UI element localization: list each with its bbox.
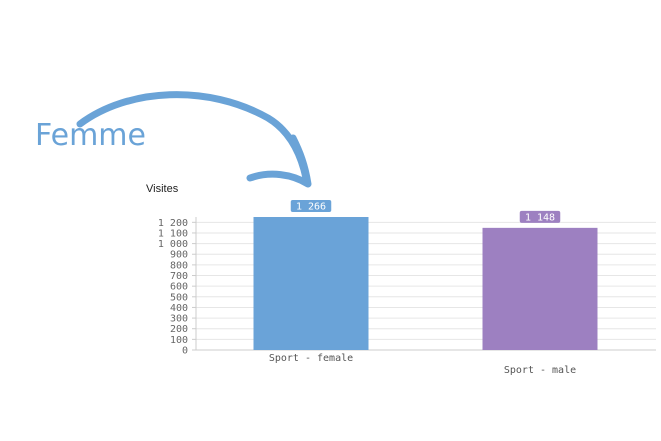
x-category-label: Sport - female [269, 353, 353, 364]
annotation-arrow [76, 91, 312, 188]
y-tick-label: 900 [170, 250, 188, 261]
y-tick-label: 100 [170, 335, 188, 346]
y-tick-label: 500 [170, 292, 188, 303]
bar-sport-male [482, 227, 598, 350]
y-axis-title: Visites [146, 183, 179, 195]
arrow-head [246, 134, 312, 188]
y-tick-label: 1 100 [158, 228, 188, 239]
data-label: 1 266 [296, 202, 326, 213]
y-tick-label: 1 000 [158, 239, 188, 250]
x-axis-labels: Sport - female Sport - male [269, 353, 576, 376]
data-label-badge [290, 200, 332, 212]
bar-sport-female [253, 217, 369, 350]
y-tick-label: 200 [170, 324, 188, 335]
y-tick-label: 300 [170, 314, 188, 325]
y-tick-label: 600 [170, 282, 188, 293]
x-category-label: Sport - male [504, 365, 576, 376]
y-tick-label: 700 [170, 271, 188, 282]
y-tick-label: 400 [170, 303, 188, 314]
annotation-label: Femme [35, 118, 146, 153]
data-label: 1 148 [525, 212, 555, 223]
y-tick-label: 0 [182, 346, 188, 357]
y-tick-label: 1 200 [158, 218, 188, 229]
arrow-curve [76, 91, 310, 182]
data-label-badge [519, 210, 561, 223]
y-tick-label: 800 [170, 260, 188, 271]
bars [253, 217, 598, 350]
data-labels: 1 266 1 148 [290, 200, 561, 223]
